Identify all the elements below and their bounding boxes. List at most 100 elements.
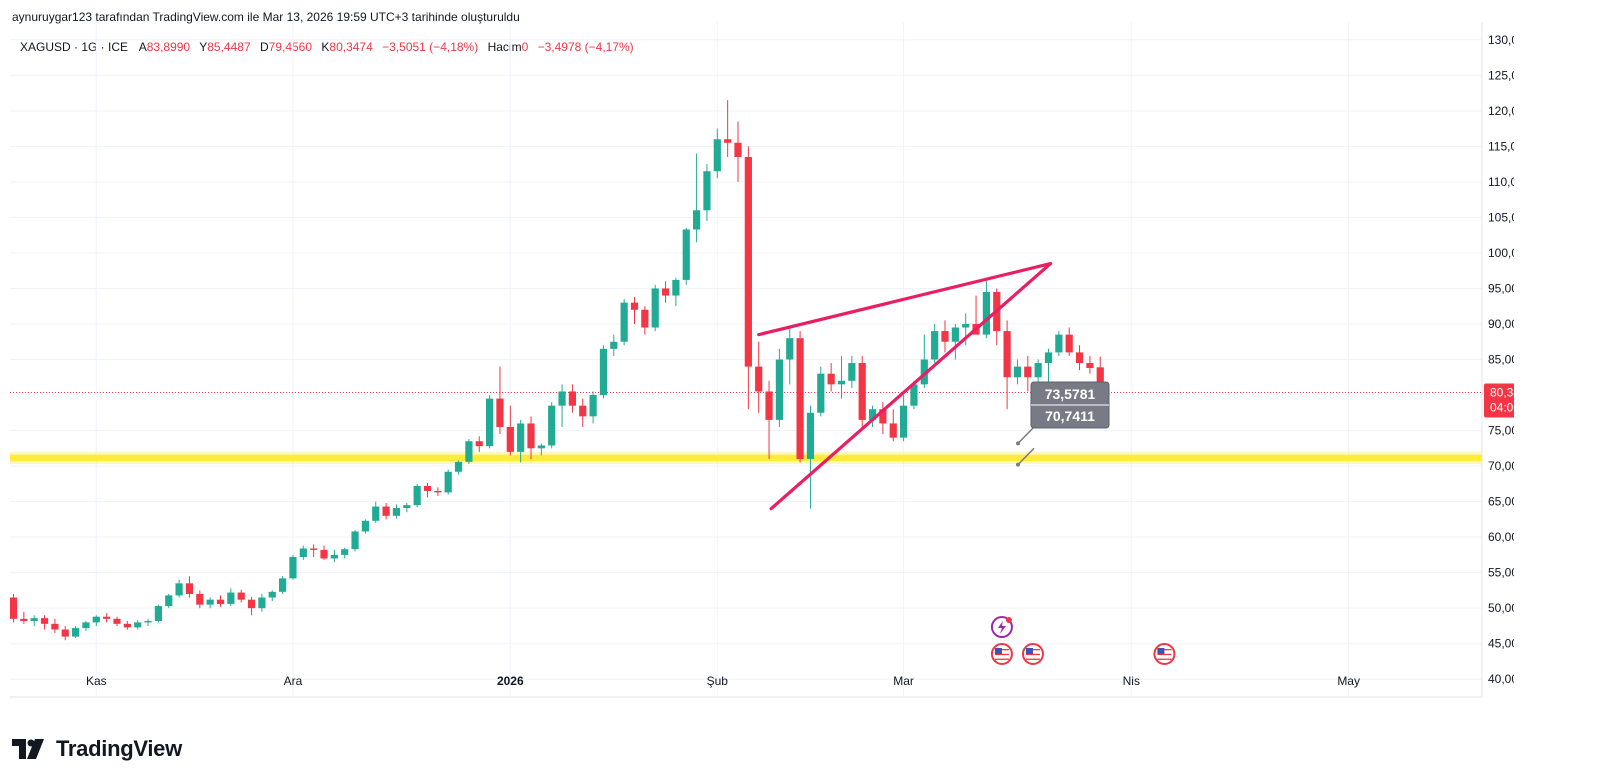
last-price-tag bbox=[1484, 383, 1514, 418]
candle-body-up bbox=[548, 405, 556, 446]
candle-body-up bbox=[175, 583, 183, 596]
measure-label-value: 73,5781 bbox=[1045, 386, 1096, 402]
candle-body-up bbox=[558, 391, 566, 406]
candle-body-up bbox=[589, 395, 597, 417]
tradingview-logo-icon bbox=[12, 739, 44, 759]
flag-stripe bbox=[994, 653, 1009, 656]
candle-body-down bbox=[196, 593, 204, 605]
candle-body-down bbox=[216, 599, 225, 604]
flag-stripe bbox=[1025, 656, 1040, 658]
flag-stripe bbox=[994, 656, 1009, 658]
chart-attribution: aynuruygar123 tarafından TradingView.com… bbox=[12, 10, 520, 24]
volume-change-value: −3,4978 (−4,17%) bbox=[537, 40, 634, 54]
close-label: K bbox=[321, 40, 330, 54]
candle-body-down bbox=[113, 618, 121, 624]
candle-body-down bbox=[1065, 334, 1073, 353]
candle-body-up bbox=[392, 508, 401, 516]
candle-body-up bbox=[144, 620, 152, 623]
candle-body-down bbox=[724, 139, 732, 143]
candle-body-down bbox=[641, 309, 649, 328]
triangle-trendline bbox=[757, 261, 1053, 337]
time-tick-label: Mar bbox=[893, 674, 914, 688]
flag-stripe bbox=[1157, 658, 1172, 660]
candle-body-down bbox=[879, 409, 887, 424]
symbol-label[interactable]: XAGUSD · 1G · ICE bbox=[20, 40, 129, 54]
time-tick-label: Ara bbox=[284, 674, 303, 688]
low-label: D bbox=[259, 40, 269, 54]
candle-body-up bbox=[1044, 352, 1053, 364]
time-tick-label: Şub bbox=[707, 674, 729, 688]
candle-body-up bbox=[931, 331, 939, 360]
lightning-event-icon[interactable] bbox=[990, 616, 1013, 638]
flag-stripe bbox=[1157, 653, 1172, 656]
price-tick-label: 40,0000 bbox=[1488, 672, 1514, 686]
price-tick-label: 130,0000 bbox=[1488, 33, 1514, 47]
candle-body-up bbox=[517, 423, 525, 452]
us-flag-event-icon[interactable] bbox=[1153, 643, 1176, 665]
candle-body-up bbox=[361, 520, 369, 532]
chart-grid bbox=[10, 22, 1482, 698]
price-axis[interactable]: 130,0000 125,0000 120,0000 115,0000 110,0000… bbox=[1481, 22, 1514, 697]
us-flag-event-icon[interactable] bbox=[990, 643, 1013, 665]
candle-body-down bbox=[796, 338, 804, 459]
flag-canton bbox=[994, 648, 1002, 654]
tradingview-logo[interactable]: TradingView bbox=[12, 734, 182, 764]
candle-body-down bbox=[630, 302, 639, 310]
measure-label-value: 70,7411 bbox=[1045, 408, 1095, 424]
flag-stripe bbox=[1025, 653, 1040, 656]
price-tags: 73,5781 70,7411 80,347404:00:28 bbox=[1016, 381, 1514, 467]
price-tick-label: 70,0000 bbox=[1488, 459, 1514, 473]
measure-anchor bbox=[1016, 462, 1020, 467]
candle-body-down bbox=[40, 618, 49, 624]
candlestick-chart[interactable]: 130,0000 125,0000 120,0000 115,0000 110,0000… bbox=[10, 22, 1514, 712]
measure-anchor bbox=[1016, 441, 1020, 446]
candle-body-up bbox=[703, 171, 711, 211]
candle-body-down bbox=[1096, 367, 1104, 393]
candle-body-up bbox=[868, 409, 877, 420]
candle-body-up bbox=[537, 445, 545, 449]
candle-body-up bbox=[951, 327, 959, 342]
candle-body-up bbox=[693, 210, 701, 230]
time-axis[interactable]: Kas Ara 2026 Şub Mar Nis May bbox=[86, 674, 1360, 688]
candle-body-down bbox=[1024, 366, 1032, 378]
candle-body-down bbox=[103, 616, 111, 619]
us-flag-event-icon[interactable] bbox=[1021, 643, 1044, 665]
candle-body-up bbox=[134, 622, 142, 628]
candle-body-up bbox=[258, 597, 266, 609]
volume-value: 0 bbox=[521, 40, 529, 54]
candle-body-down bbox=[527, 423, 535, 449]
last-price-value: 80,3474 bbox=[1490, 386, 1514, 400]
price-tick-label: 95,0000 bbox=[1488, 281, 1514, 295]
price-tick-label: 85,0000 bbox=[1488, 353, 1514, 367]
candle-body-down bbox=[475, 441, 483, 447]
candle-body-up bbox=[848, 363, 856, 381]
candle-body-down bbox=[310, 548, 318, 550]
candle-body-down bbox=[1075, 352, 1084, 364]
candle-body-down bbox=[858, 363, 866, 420]
candle-body-down bbox=[237, 592, 245, 600]
price-tick-label: 105,0000 bbox=[1488, 210, 1514, 224]
flag-canton bbox=[1025, 648, 1033, 654]
candle-body-up bbox=[713, 139, 721, 172]
brand-name: TradingView bbox=[56, 736, 182, 761]
candle-body-up bbox=[599, 348, 608, 396]
candle-body-up bbox=[444, 471, 452, 493]
candle-body-up bbox=[165, 595, 173, 607]
support-band[interactable] bbox=[10, 451, 1482, 465]
candle-body-up bbox=[672, 279, 680, 296]
candle-body-down bbox=[123, 623, 131, 628]
volume-label: Hacim bbox=[487, 40, 522, 54]
high-value: 85,4487 bbox=[207, 40, 251, 54]
candle-body-down bbox=[434, 490, 442, 493]
candle-body-up bbox=[72, 628, 80, 637]
candle-body-up bbox=[682, 229, 690, 280]
candle-body-down bbox=[661, 288, 670, 296]
candle-body-down bbox=[765, 391, 773, 420]
price-tick-label: 45,0000 bbox=[1488, 637, 1514, 651]
candle-body-up bbox=[910, 384, 918, 406]
flag-stripe bbox=[1157, 656, 1172, 658]
candle-body-down bbox=[941, 331, 949, 342]
pattern-drawing[interactable] bbox=[757, 261, 1053, 511]
candle-body-up bbox=[30, 618, 38, 621]
event-markers[interactable] bbox=[990, 616, 1176, 665]
